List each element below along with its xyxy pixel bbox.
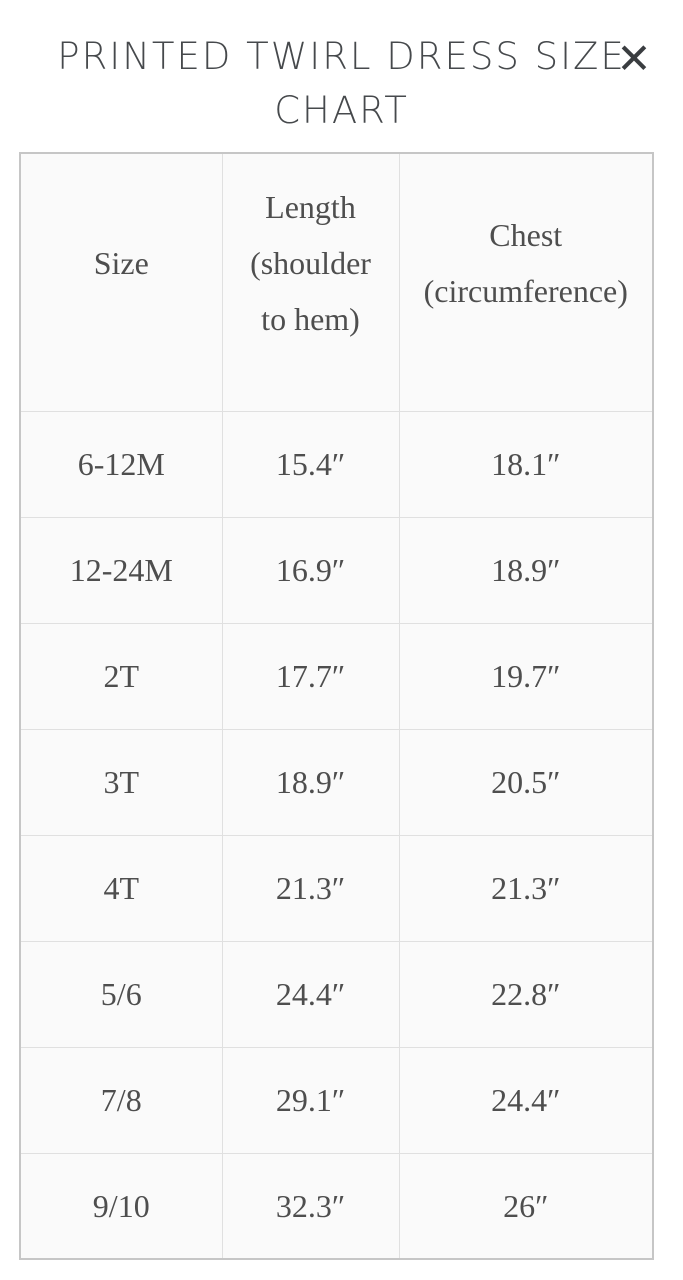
size-row: 12-24M 16.9″ 18.9″	[19, 516, 654, 624]
size-chart-container: Size Length (shoulder to hem) Chest (circu…	[19, 152, 654, 1260]
close-icon[interactable]: ✕	[616, 34, 652, 83]
column-header: Size	[19, 152, 223, 412]
column-header: Chest (circumference)	[398, 152, 654, 412]
close-button[interactable]: ✕	[611, 36, 657, 82]
size-chart-body: 6-12M 15.4″ 18.1″ 12-24M 16.9″ 18.9″ 2T 17.7″ 19…	[19, 410, 654, 1260]
size-row: 5/6 24.4″ 22.8″	[19, 940, 654, 1048]
page-title: PRINTED TWIRL DRESS SIZE CHART	[0, 30, 683, 138]
size-cell: 18.9″	[221, 728, 400, 836]
size-cell: 15.4″	[221, 410, 400, 518]
size-cell: 16.9″	[221, 516, 400, 624]
size-row: 4T 21.3″ 21.3″	[19, 834, 654, 942]
size-cell: 3T	[19, 728, 223, 836]
size-row: 9/10 32.3″ 26″	[19, 1152, 654, 1260]
size-cell: 6-12M	[19, 410, 223, 518]
size-row: 2T 17.7″ 19.7″	[19, 622, 654, 730]
size-cell: 9/10	[19, 1152, 223, 1260]
size-cell: 22.8″	[398, 940, 654, 1048]
size-chart-table: Size Length (shoulder to hem) Chest (circu…	[19, 152, 654, 1260]
size-cell: 19.7″	[398, 622, 654, 730]
size-cell: 12-24M	[19, 516, 223, 624]
column-header: Length (shoulder to hem)	[221, 152, 400, 412]
size-cell: 21.3″	[221, 834, 400, 942]
size-row: 7/8 29.1″ 24.4″	[19, 1046, 654, 1154]
size-chart-header-row: Size Length (shoulder to hem) Chest (circu…	[19, 152, 654, 412]
size-cell: 32.3″	[221, 1152, 400, 1260]
size-cell: 7/8	[19, 1046, 223, 1154]
page-title-line2: CHART	[274, 89, 409, 132]
page-title-line1: PRINTED TWIRL DRESS SIZE	[57, 35, 626, 78]
size-cell: 5/6	[19, 940, 223, 1048]
size-cell: 21.3″	[398, 834, 654, 942]
size-cell: 29.1″	[221, 1046, 400, 1154]
size-row: 6-12M 15.4″ 18.1″	[19, 410, 654, 518]
size-cell: 18.1″	[398, 410, 654, 518]
size-row: 3T 18.9″ 20.5″	[19, 728, 654, 836]
size-cell: 2T	[19, 622, 223, 730]
size-cell: 4T	[19, 834, 223, 942]
size-cell: 24.4″	[398, 1046, 654, 1154]
size-cell: 18.9″	[398, 516, 654, 624]
size-chart-modal-header: PRINTED TWIRL DRESS SIZE CHART ✕	[0, 0, 683, 138]
size-cell: 17.7″	[221, 622, 400, 730]
size-cell: 26″	[398, 1152, 654, 1260]
size-cell: 20.5″	[398, 728, 654, 836]
size-cell: 24.4″	[221, 940, 400, 1048]
